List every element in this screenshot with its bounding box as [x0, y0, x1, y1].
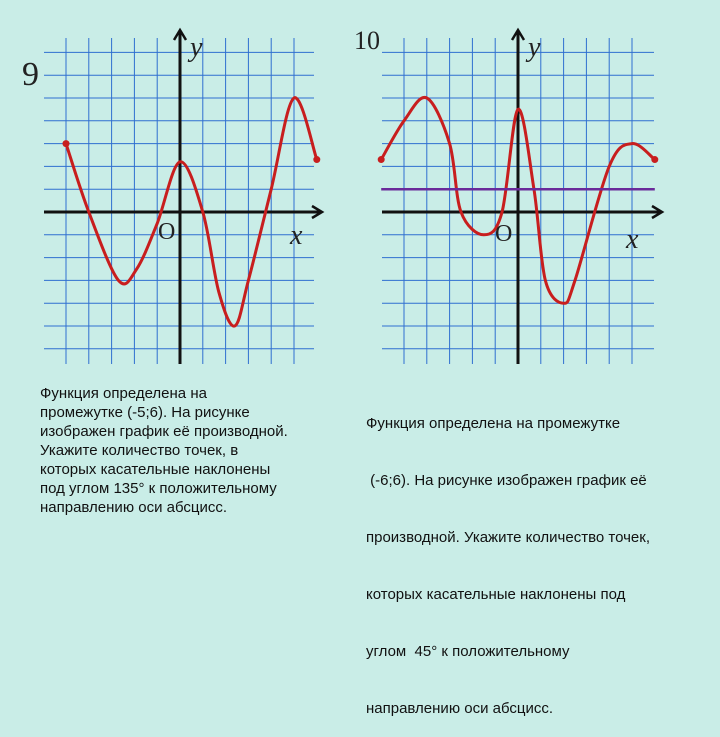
right-task-caption: Функция определена на промежутке (-6;6).…	[366, 376, 716, 737]
left-caption-line: которых касательные наклонены	[40, 461, 271, 478]
right-derivative-graph	[377, 27, 665, 364]
right-caption-line: Функция определена на промежутке	[366, 415, 621, 432]
right-caption-line: (-6;6). На рисунке изображен график её	[366, 472, 647, 489]
right-y-axis-label: y	[528, 32, 541, 63]
left-origin-label: O	[158, 219, 176, 245]
curve-endpoint	[651, 156, 659, 164]
slide-canvas	[44, 27, 665, 364]
left-caption-line: под углом 135° к положительному	[40, 480, 277, 497]
curve-endpoint	[377, 156, 385, 164]
y-axis-arrow	[510, 27, 526, 41]
right-caption-line: производной. Укажите количество точек,	[366, 529, 650, 546]
derivative-curve	[64, 96, 319, 328]
left-y-axis-label: y	[190, 32, 203, 63]
left-derivative-graph	[44, 27, 325, 364]
right-caption-line: направлению оси абсцисс.	[366, 700, 554, 717]
left-x-axis-label: x	[290, 220, 303, 251]
right-x-axis-label: x	[626, 224, 639, 255]
left-caption-line: промежутке (-5;6). На рисунке	[40, 404, 250, 421]
y-axis-arrow	[172, 27, 188, 41]
derivative-curve	[379, 95, 656, 305]
left-caption-line: Укажите количество точек, в	[40, 442, 239, 459]
left-task-caption: Функция определена на промежутке (-5;6).…	[40, 384, 350, 517]
left-caption-line: направлению оси абсцисс.	[40, 499, 228, 516]
left-caption-line: Функция определена на	[40, 385, 207, 402]
curve-endpoint	[62, 140, 70, 148]
left-caption-line: изображен график её производной.	[40, 423, 288, 440]
right-caption-line: которых касательные наклонены под	[366, 586, 626, 603]
x-axis-arrow	[651, 204, 665, 220]
right-caption-line: углом 45° к положительному	[366, 643, 570, 660]
curve-endpoint	[313, 156, 321, 164]
right-origin-label: O	[495, 221, 513, 247]
right-task-number: 10	[354, 26, 380, 55]
x-axis-arrow	[311, 204, 325, 220]
left-task-number: 9	[22, 56, 39, 93]
